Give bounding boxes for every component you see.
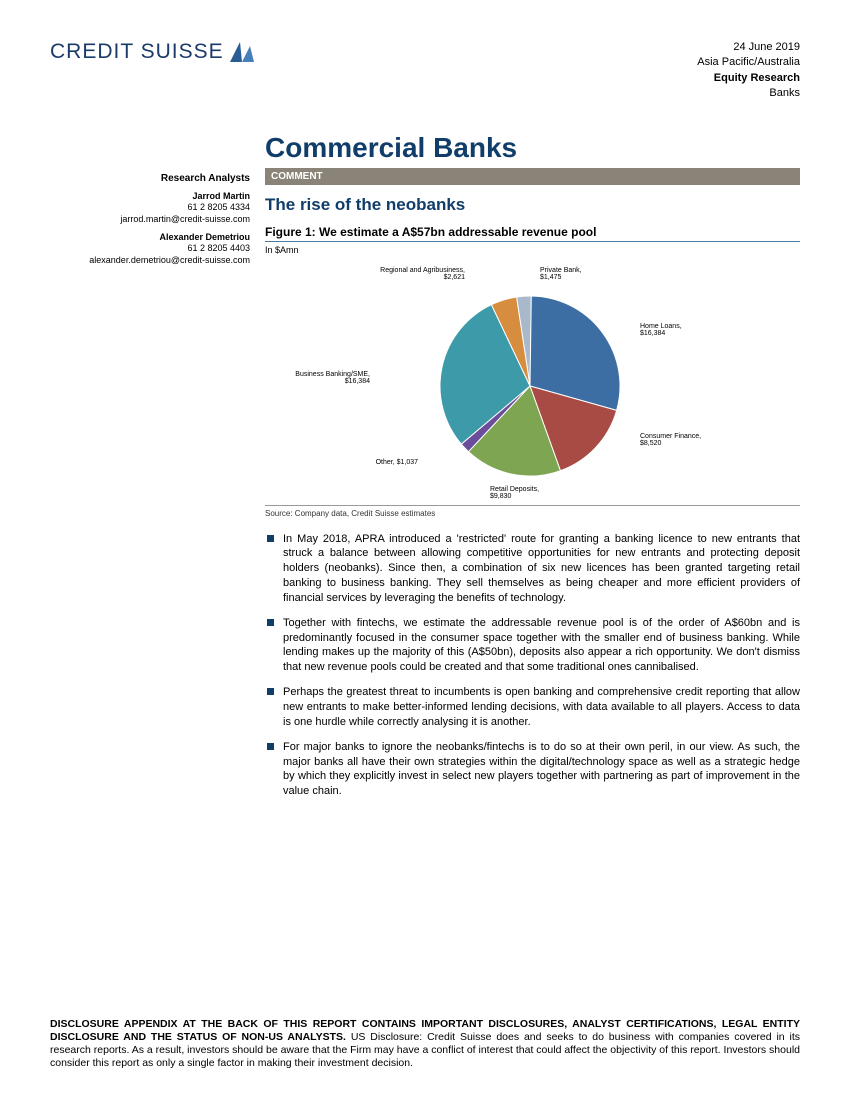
report-region: Asia Pacific/Australia xyxy=(697,55,800,70)
bullet-item: Together with fintechs, we estimate the … xyxy=(265,616,800,675)
doc-subtitle: The rise of the neobanks xyxy=(265,195,800,215)
analyst-phone: 61 2 8205 4403 xyxy=(50,243,250,255)
analyst-name: Alexander Demetriou xyxy=(50,232,250,244)
page-header: CREDIT SUISSE 24 June 2019 Asia Pacific/… xyxy=(50,40,800,102)
bullet-item: For major banks to ignore the neobanks/f… xyxy=(265,740,800,799)
pie-label: Other, $1,037 xyxy=(376,459,418,467)
header-meta: 24 June 2019 Asia Pacific/Australia Equi… xyxy=(697,40,800,102)
disclosure-footer: DISCLOSURE APPENDIX AT THE BACK OF THIS … xyxy=(50,1018,800,1071)
bullet-item: In May 2018, APRA introduced a 'restrict… xyxy=(265,532,800,606)
doc-title: Commercial Banks xyxy=(265,132,800,164)
logo: CREDIT SUISSE xyxy=(50,40,258,64)
bullet-list: In May 2018, APRA introduced a 'restrict… xyxy=(265,532,800,800)
analyst-phone: 61 2 8205 4334 xyxy=(50,202,250,214)
pie-label: Business Banking/SME,$16,384 xyxy=(295,371,370,386)
report-sector: Banks xyxy=(697,86,800,101)
pie-label: Regional and Agribusiness,$2,621 xyxy=(380,267,465,282)
comment-bar: COMMENT xyxy=(265,168,800,185)
analyst-name: Jarrod Martin xyxy=(50,191,250,203)
figure-title: Figure 1: We estimate a A$57bn addressab… xyxy=(265,225,800,242)
pie-label: Retail Deposits,$9,830 xyxy=(490,486,539,501)
logo-text: CREDIT SUISSE xyxy=(50,40,224,64)
analyst-email: alexander.demetriou@credit-suisse.com xyxy=(50,255,250,267)
pie-chart: Private Bank,$1,475 Home Loans,$16,384 Con… xyxy=(265,261,800,501)
pie-label: Consumer Finance,$8,520 xyxy=(640,433,701,448)
report-dept: Equity Research xyxy=(697,71,800,86)
figure-source: Source: Company data, Credit Suisse esti… xyxy=(265,505,800,518)
bullet-item: Perhaps the greatest threat to incumbent… xyxy=(265,685,800,730)
analysts-sidebar: Research Analysts Jarrod Martin 61 2 820… xyxy=(50,132,250,810)
sails-icon xyxy=(228,40,258,64)
figure-units: In $Amn xyxy=(265,245,800,255)
pie-label: Private Bank,$1,475 xyxy=(540,267,582,282)
pie-label: Home Loans,$16,384 xyxy=(640,323,682,338)
main-columns: Research Analysts Jarrod Martin 61 2 820… xyxy=(50,132,800,810)
content-column: Commercial Banks COMMENT The rise of the… xyxy=(265,132,800,810)
analyst-email: jarrod.martin@credit-suisse.com xyxy=(50,214,250,226)
report-date: 24 June 2019 xyxy=(697,40,800,55)
analysts-heading: Research Analysts xyxy=(50,172,250,185)
